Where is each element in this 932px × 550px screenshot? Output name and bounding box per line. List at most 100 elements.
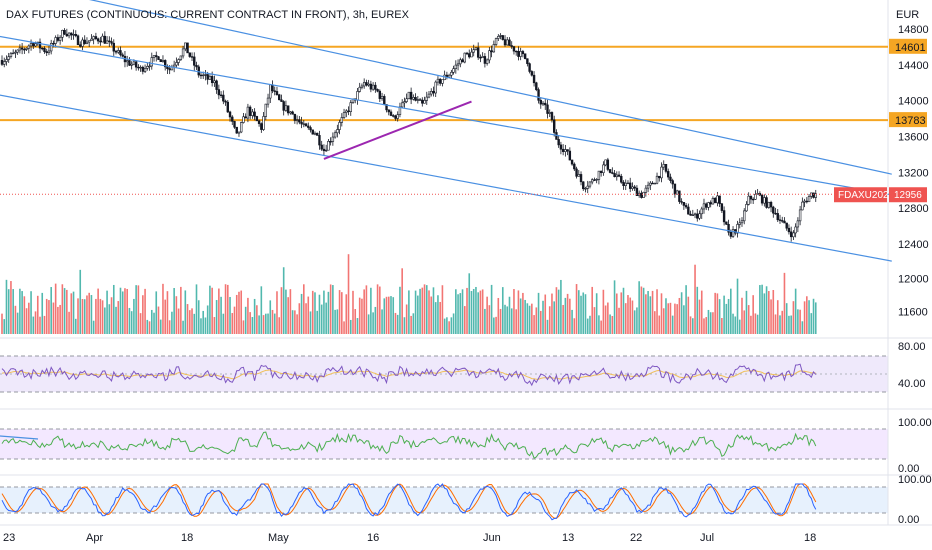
candle-body[interactable] [347, 110, 350, 113]
channel-line[interactable] [0, 87, 892, 262]
candle-body[interactable] [526, 58, 529, 64]
candle-body[interactable] [488, 50, 491, 61]
candle-body[interactable] [461, 59, 464, 63]
candle-body[interactable] [776, 213, 779, 221]
candle-body[interactable] [593, 179, 596, 181]
candle-body[interactable] [38, 41, 42, 49]
candle-body[interactable] [631, 186, 634, 189]
candle-body[interactable] [597, 170, 601, 180]
candle-body[interactable] [693, 213, 697, 216]
candle-body[interactable] [244, 116, 247, 119]
candle-body[interactable] [586, 185, 589, 189]
candle-body[interactable] [195, 65, 198, 68]
candle-body[interactable] [582, 181, 585, 190]
candle-body[interactable] [767, 201, 771, 208]
candle-body[interactable] [604, 159, 607, 166]
candle-body[interactable] [96, 38, 100, 42]
candle-body[interactable] [322, 148, 326, 152]
candlesticks[interactable] [0, 28, 817, 242]
candle-body[interactable] [392, 115, 395, 117]
candle-body[interactable] [161, 60, 165, 63]
candle-body[interactable] [669, 176, 672, 181]
candle-body[interactable] [568, 150, 572, 161]
candle-body[interactable] [193, 56, 196, 66]
candle-body[interactable] [658, 175, 661, 179]
candle-body[interactable] [709, 202, 712, 205]
candle-body[interactable] [620, 176, 623, 183]
candle-body[interactable] [537, 89, 540, 101]
candle-body[interactable] [289, 111, 292, 114]
candle-body[interactable] [468, 53, 471, 58]
candle-body[interactable] [11, 52, 15, 55]
candle-body[interactable] [233, 121, 236, 128]
candle-body[interactable] [519, 51, 522, 57]
candle-body[interactable] [798, 209, 802, 222]
candle-body[interactable] [349, 102, 352, 112]
candle-body[interactable] [778, 219, 782, 221]
candle-body[interactable] [304, 123, 308, 127]
candle-body[interactable] [807, 196, 811, 203]
candle-body[interactable] [20, 47, 24, 50]
candle-body[interactable] [340, 117, 344, 123]
candle-body[interactable] [678, 190, 681, 202]
candle-body[interactable] [311, 129, 314, 135]
candle-body[interactable] [132, 61, 136, 65]
candle-body[interactable] [0, 60, 4, 65]
candle-body[interactable] [738, 222, 741, 225]
candle-body[interactable] [134, 61, 138, 68]
candle-body[interactable] [389, 111, 393, 116]
candle-body[interactable] [94, 36, 98, 40]
candle-body[interactable] [763, 197, 766, 204]
candle-body[interactable] [168, 68, 171, 71]
candle-body[interactable] [664, 163, 668, 172]
candle-body[interactable] [564, 149, 567, 152]
candle-body[interactable] [689, 213, 692, 216]
candle-body[interactable] [25, 47, 28, 50]
candle-body[interactable] [559, 144, 563, 150]
candle-body[interactable] [497, 36, 500, 39]
candle-body[interactable] [521, 51, 525, 55]
candle-body[interactable] [333, 132, 337, 138]
candle-body[interactable] [640, 192, 643, 198]
candle-body[interactable] [622, 181, 625, 186]
candle-body[interactable] [87, 40, 91, 43]
candle-body[interactable] [514, 50, 518, 53]
candle-body[interactable] [626, 182, 630, 185]
candle-body[interactable] [725, 221, 728, 225]
candle-body[interactable] [248, 106, 252, 116]
candle-body[interactable] [591, 179, 594, 183]
candle-body[interactable] [9, 52, 13, 57]
candle-body[interactable] [119, 50, 122, 56]
candle-body[interactable] [14, 51, 17, 54]
candle-body[interactable] [27, 45, 31, 49]
candle-body[interactable] [177, 59, 180, 63]
candle-body[interactable] [713, 198, 717, 204]
candle-body[interactable] [608, 169, 612, 173]
candle-body[interactable] [358, 86, 361, 92]
candle-body[interactable] [394, 115, 397, 119]
candle-body[interactable] [479, 57, 482, 59]
candle-body[interactable] [691, 214, 695, 216]
candle-body[interactable] [548, 112, 551, 114]
candle-body[interactable] [188, 52, 191, 57]
candle-body[interactable] [673, 183, 677, 195]
candle-body[interactable] [58, 36, 62, 41]
candle-body[interactable] [222, 94, 225, 102]
candle-body[interactable] [785, 222, 788, 229]
candle-body[interactable] [280, 99, 283, 102]
candle-body[interactable] [490, 50, 493, 53]
candle-body[interactable] [291, 111, 294, 115]
candle-body[interactable] [751, 198, 755, 201]
candle-body[interactable] [52, 42, 55, 45]
candle-body[interactable] [228, 111, 232, 118]
candle-body[interactable] [242, 116, 245, 123]
candle-body[interactable] [286, 105, 290, 114]
candle-body[interactable] [65, 33, 69, 37]
candle-body[interactable] [117, 50, 120, 53]
candle-body[interactable] [213, 80, 216, 84]
candle-body[interactable] [18, 47, 22, 51]
candle-body[interactable] [137, 66, 140, 69]
candle-body[interactable] [584, 188, 587, 190]
candle-body[interactable] [646, 184, 650, 189]
candle-body[interactable] [293, 113, 297, 121]
